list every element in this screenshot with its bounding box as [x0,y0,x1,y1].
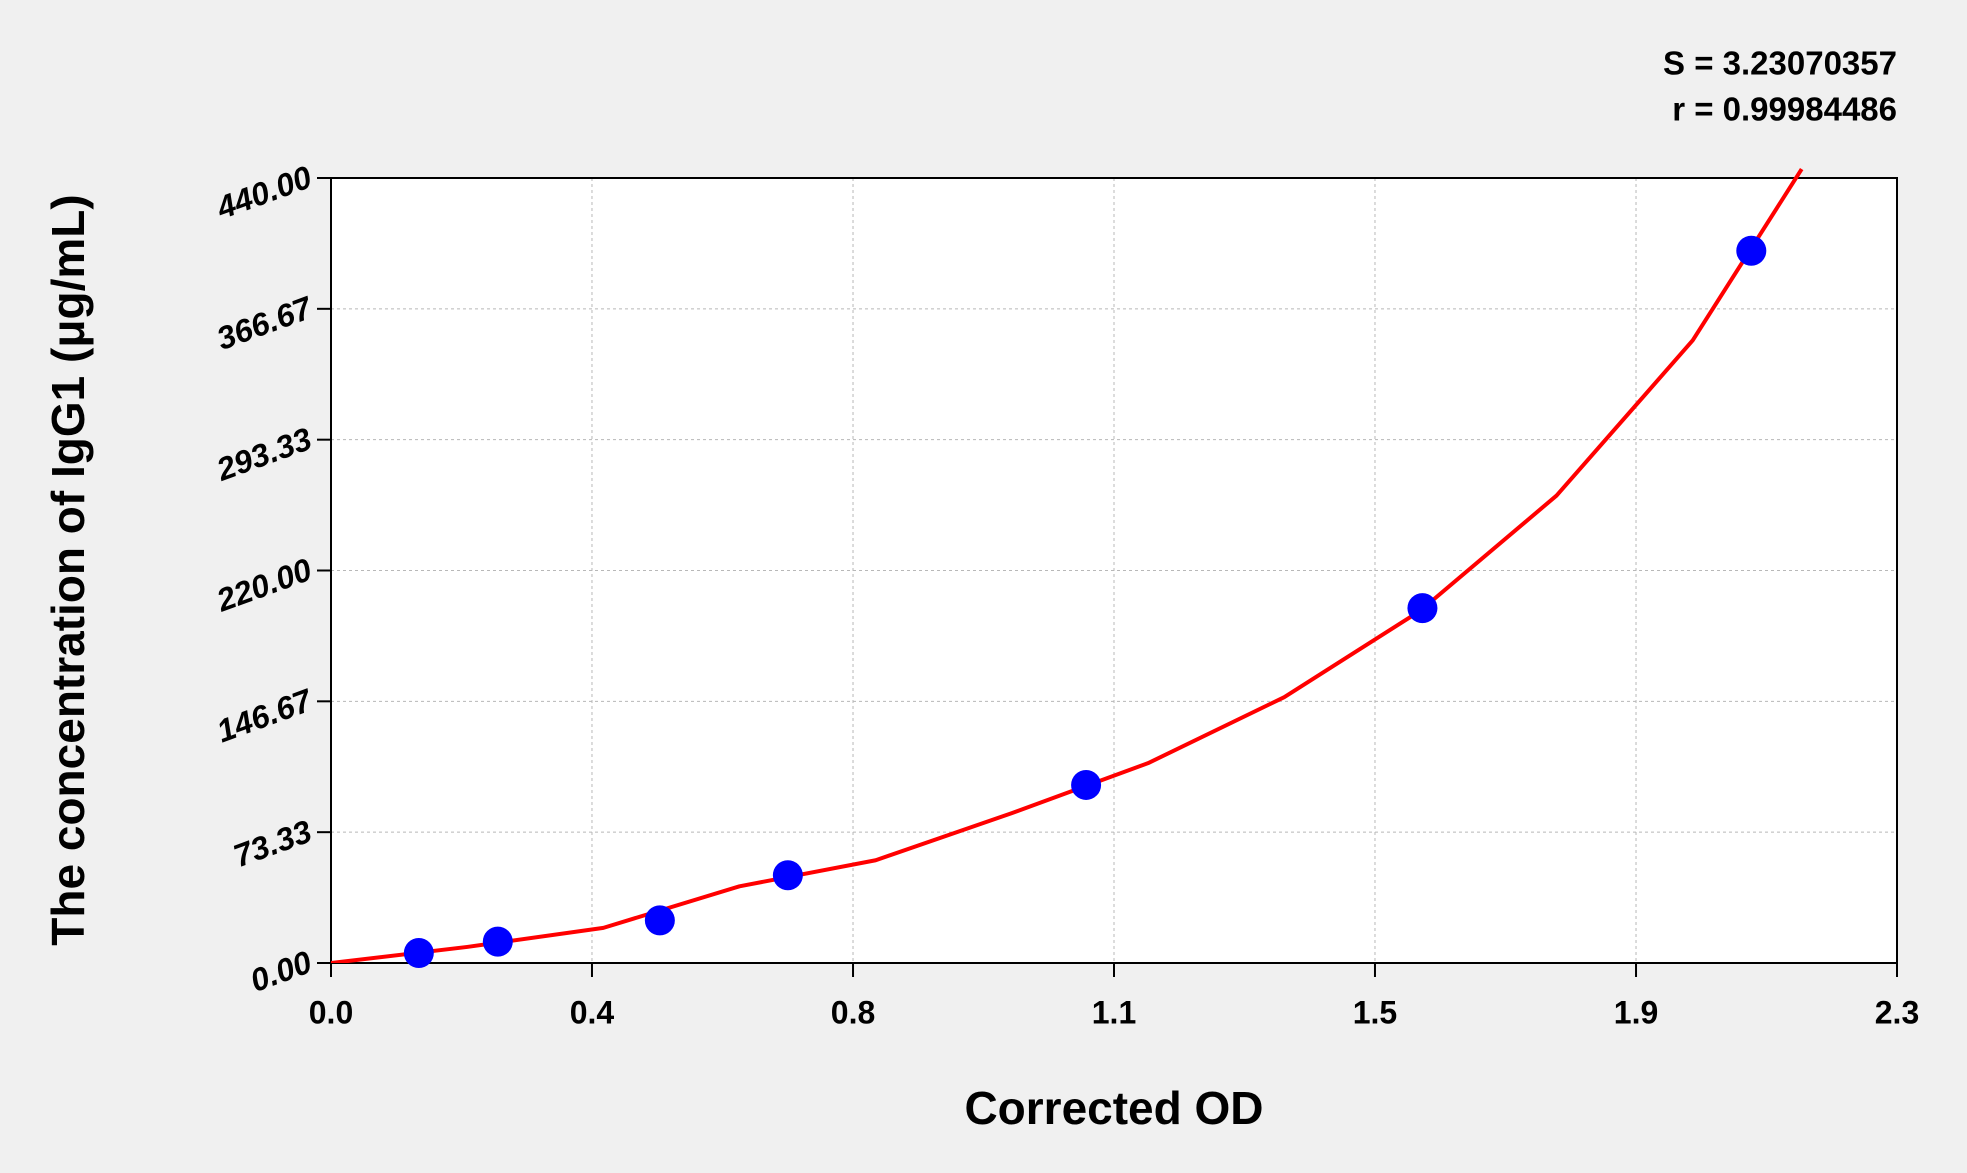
x-tick-label: 1.1 [1092,994,1136,1030]
annotation: r = 0.99984486 [1672,91,1897,128]
x-tick-label: 1.5 [1353,994,1397,1030]
x-tick-label: 0.0 [309,994,353,1030]
data-point [644,905,675,936]
annotation: S = 3.23070357 [1663,45,1897,82]
x-tick-label: 0.8 [831,994,875,1030]
data-point [772,860,803,891]
data-point [1407,593,1438,624]
plot-frame [330,177,1898,964]
data-point [403,938,434,969]
x-tick-label: 0.4 [570,994,615,1030]
x-axis-title: Corrected OD [964,1082,1263,1134]
data-point [1736,235,1767,266]
data-point [482,926,513,957]
data-point [1071,769,1102,800]
x-tick-label: 2.3 [1875,994,1919,1030]
x-tick-label: 1.9 [1614,994,1658,1030]
y-axis-title: The concentration of IgG1 (μg/mL) [42,194,94,945]
